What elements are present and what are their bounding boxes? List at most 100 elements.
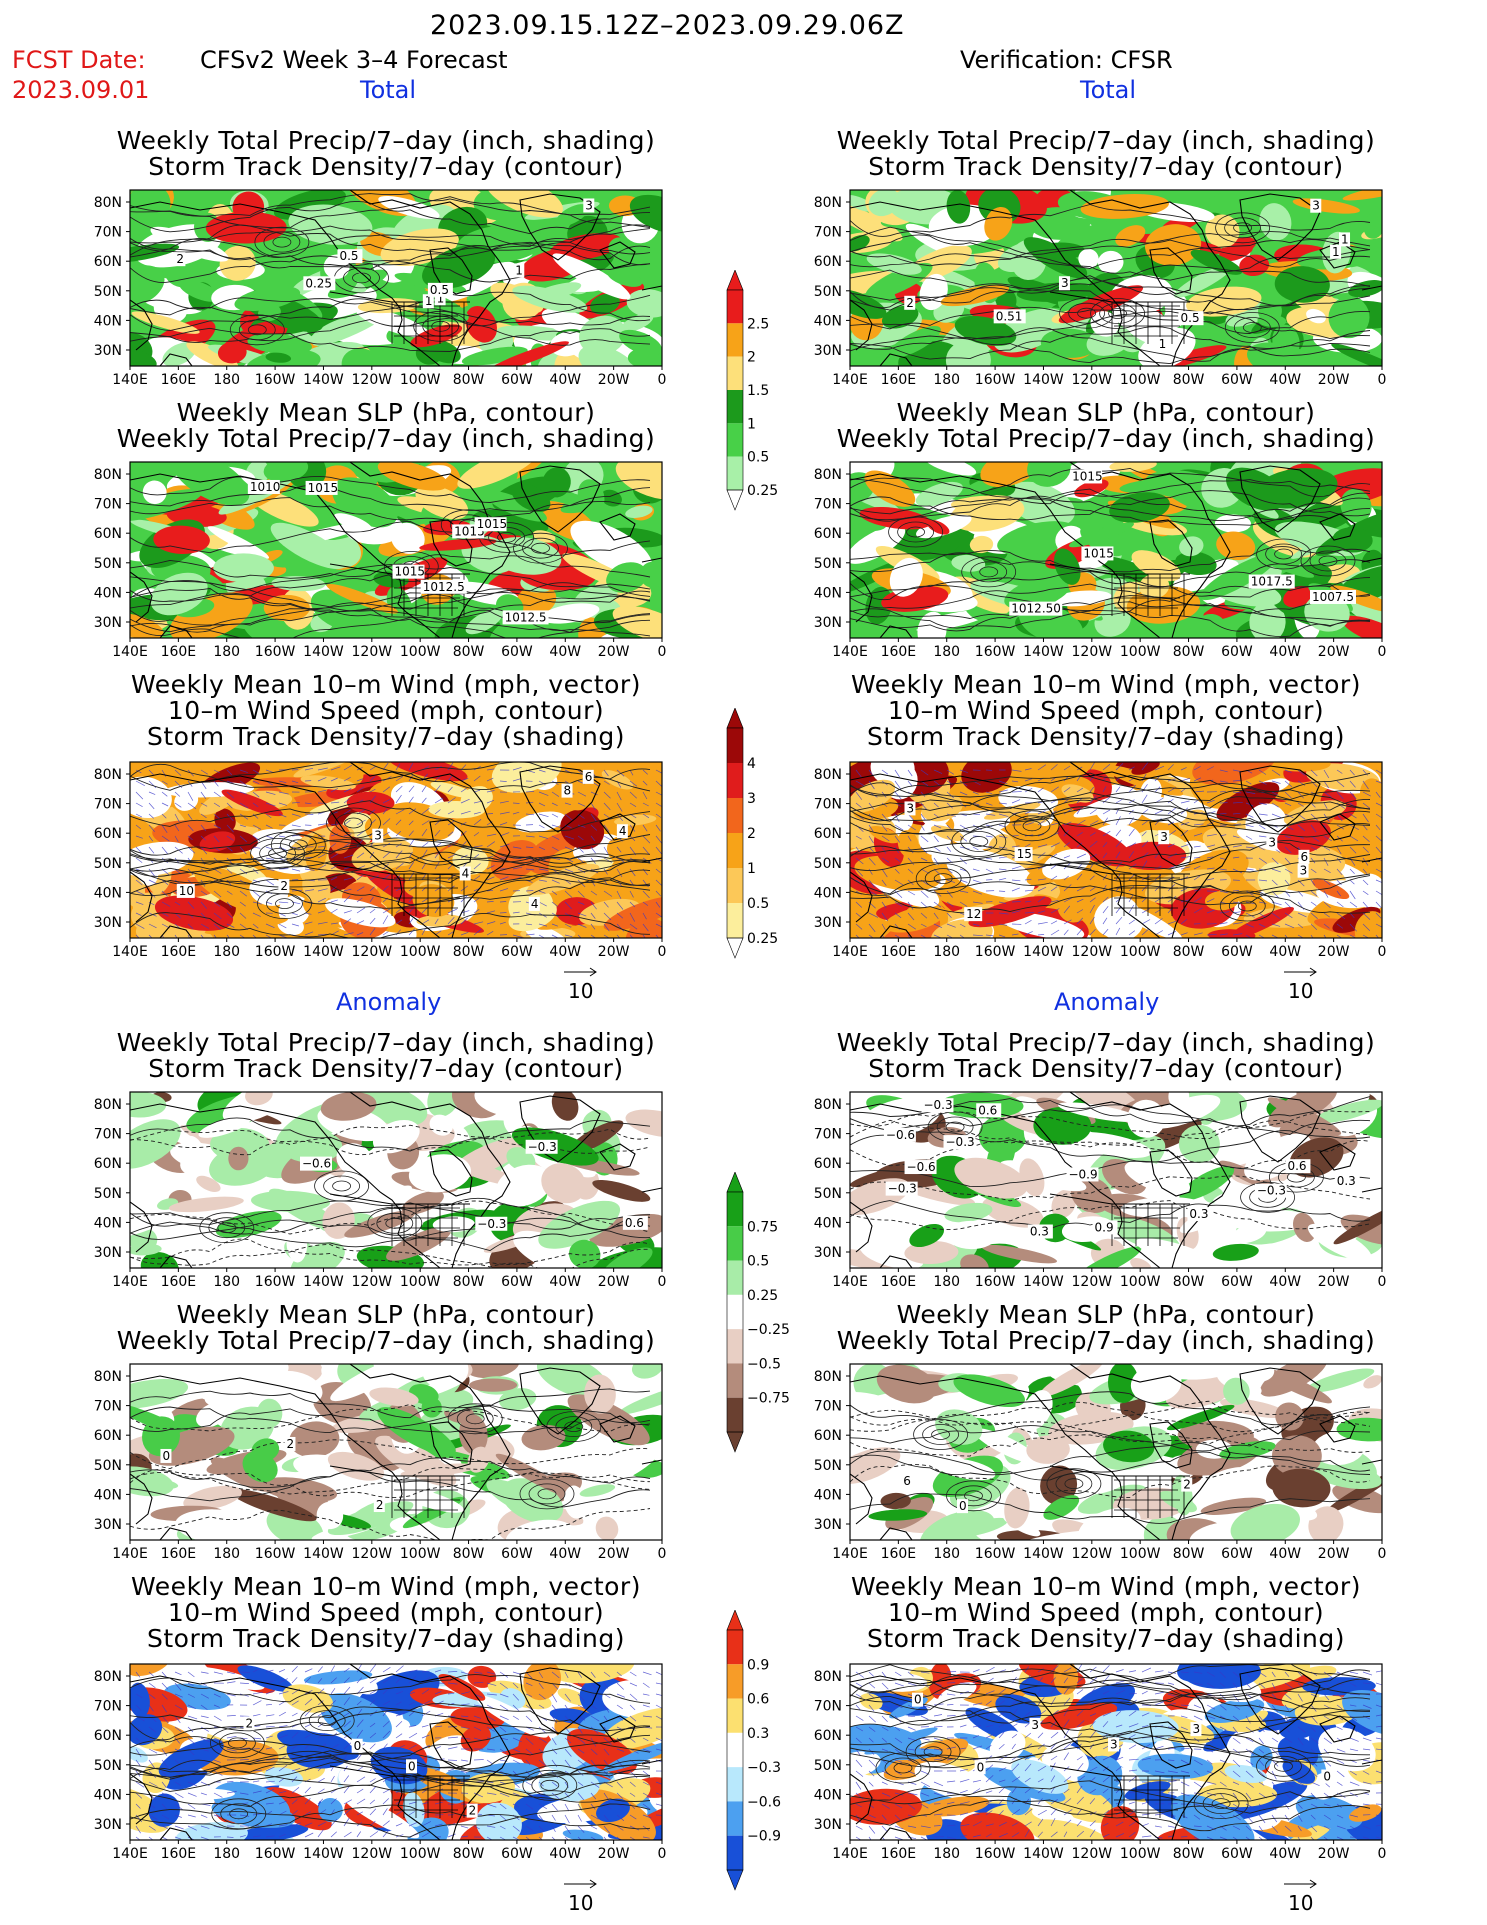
shading-patch bbox=[1174, 264, 1233, 298]
shading-patch bbox=[857, 1097, 941, 1140]
contour-label: 0 bbox=[162, 1449, 170, 1463]
contour-line bbox=[130, 225, 651, 251]
shading-patch bbox=[1028, 1819, 1114, 1840]
contour-label: 1012.5 bbox=[423, 580, 465, 594]
contour-ring bbox=[1090, 298, 1146, 329]
shading-patch bbox=[1226, 906, 1294, 938]
lon-label: 140W bbox=[303, 944, 344, 960]
shading-patch bbox=[196, 1401, 231, 1428]
shading-patch bbox=[955, 1517, 1008, 1537]
country-border bbox=[329, 1193, 470, 1205]
shading-patch bbox=[1130, 1364, 1182, 1403]
lat-label: 40N bbox=[94, 1787, 122, 1803]
contour-ring bbox=[513, 532, 568, 564]
coastline bbox=[349, 462, 511, 638]
contour-line bbox=[850, 1400, 1371, 1435]
shading-patch bbox=[1295, 1795, 1363, 1830]
coastline bbox=[429, 247, 473, 295]
shading-patch bbox=[935, 1409, 983, 1445]
lat-label: 80N bbox=[94, 767, 122, 783]
contour-ring bbox=[1233, 317, 1271, 338]
contour-line bbox=[850, 1130, 1371, 1163]
shading-patch bbox=[245, 1092, 273, 1106]
shading-patch bbox=[180, 1151, 209, 1175]
contour-label-bg bbox=[373, 1498, 385, 1513]
colorbar-svg: 2.5 2 1.5 1 0.5 0.25 bbox=[726, 269, 778, 511]
coastline bbox=[1319, 1143, 1356, 1171]
contour-label: 4 bbox=[531, 897, 539, 911]
contour-ring bbox=[933, 873, 953, 884]
shading-patch bbox=[130, 347, 157, 366]
vector-ref-arrowhead bbox=[589, 967, 597, 977]
shading-patch bbox=[1257, 314, 1287, 327]
map-svg-l5: 0 2 2 80N 70N 60N 50N 40N 30N 140E 160E 180 160W 140W… bbox=[94, 1363, 667, 1562]
contour-ring bbox=[528, 1483, 566, 1505]
shading-patch bbox=[1073, 789, 1150, 818]
shading-patch bbox=[189, 1666, 265, 1691]
contour-ring bbox=[914, 1741, 952, 1763]
contour-label-bg bbox=[525, 1139, 558, 1154]
shading-patch bbox=[378, 195, 440, 220]
colorbar-segment bbox=[727, 903, 743, 938]
contour-ring bbox=[1224, 312, 1280, 343]
contour-label: 0.6 bbox=[978, 1103, 997, 1117]
lon-label: 160W bbox=[255, 1846, 296, 1862]
shading-patch bbox=[344, 1210, 416, 1238]
shading-patch bbox=[954, 1157, 1028, 1199]
vector-ref-arrowhead bbox=[589, 1879, 597, 1889]
contour-label: −0.3 bbox=[1257, 1184, 1286, 1198]
shading-patch bbox=[341, 348, 380, 366]
contour-line bbox=[850, 1104, 1371, 1135]
shading-patch bbox=[1020, 1529, 1110, 1540]
lon-label: 20W bbox=[1318, 1846, 1350, 1862]
section-anomaly-right: Anomaly bbox=[1054, 988, 1160, 1016]
lon-label: 100W bbox=[1120, 644, 1161, 660]
contour-ring bbox=[531, 542, 550, 554]
shading-patch bbox=[412, 884, 455, 918]
contour-ring bbox=[383, 551, 439, 582]
contour-line bbox=[850, 1425, 1371, 1452]
map-frame bbox=[129, 1091, 663, 1269]
coastline bbox=[1069, 190, 1231, 366]
shading-patch bbox=[1192, 762, 1278, 785]
lon-label: 160W bbox=[975, 644, 1016, 660]
shading-patch bbox=[1118, 841, 1187, 871]
shading-patch bbox=[1051, 1189, 1077, 1219]
coastline bbox=[850, 773, 1161, 938]
contour-label-bg bbox=[1266, 835, 1278, 850]
shading-patch bbox=[969, 535, 994, 554]
lon-label: 0 bbox=[658, 1546, 667, 1562]
lon-label: 60W bbox=[501, 1274, 533, 1290]
lon-label: 100W bbox=[400, 1546, 441, 1562]
contour-label-bg bbox=[1027, 1224, 1053, 1239]
lat-label: 30N bbox=[814, 1817, 842, 1833]
shading-patch bbox=[629, 194, 662, 234]
lon-label: 160E bbox=[881, 944, 917, 960]
lat-label: 30N bbox=[814, 1245, 842, 1261]
shading-patch bbox=[1223, 1377, 1250, 1405]
shading-patch bbox=[214, 808, 236, 833]
vector-ref-arrowhead bbox=[1309, 1879, 1317, 1889]
shading-patch bbox=[852, 1416, 897, 1444]
shading-patch bbox=[130, 613, 164, 638]
contour-line bbox=[850, 492, 1371, 521]
lat-label: 60N bbox=[814, 1156, 842, 1172]
shading-patch bbox=[221, 789, 283, 817]
coastline bbox=[1319, 513, 1356, 541]
shading-patch bbox=[1257, 862, 1291, 896]
colorbar-bottom-triangle bbox=[726, 1431, 744, 1453]
lat-label: 80N bbox=[94, 195, 122, 211]
map-svg-r6: 0 3 3 0 3 0 80N 70N 60N 50N 40N 30N 140E 160E 180 160W 1… bbox=[814, 1663, 1386, 1862]
shading-patch bbox=[336, 1143, 373, 1176]
lat-label: 30N bbox=[814, 343, 842, 359]
colorbar-segment bbox=[727, 1767, 743, 1802]
lat-label: 60N bbox=[814, 826, 842, 842]
country-border bbox=[1049, 291, 1190, 303]
contour-line bbox=[850, 1119, 1371, 1148]
shading-patch bbox=[562, 1829, 604, 1840]
contour-label-bg bbox=[885, 1181, 918, 1196]
contour-label-bg bbox=[305, 480, 338, 495]
contour-ring bbox=[1309, 550, 1347, 572]
lon-label: 140W bbox=[1023, 1274, 1064, 1290]
lon-label: 20W bbox=[598, 644, 630, 660]
